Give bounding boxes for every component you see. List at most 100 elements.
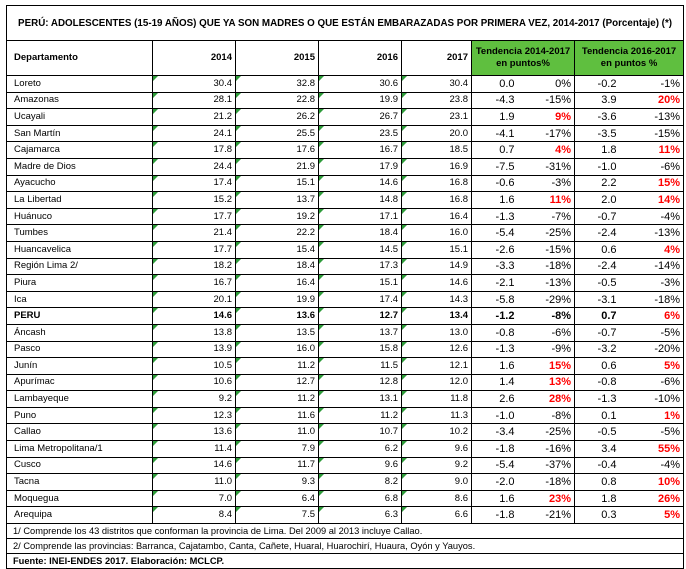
trend-2014-2017-percent-cell: -25% [517,423,575,442]
value-2017-cell: 13.0 [401,323,472,342]
value-2016-cell: 23.5 [318,124,402,143]
department-cell: Apurímac [6,373,153,392]
trend-2016-2017-points-cell: -2.4 [574,224,620,242]
trend-2014-2017-points-cell: -1.2 [471,307,518,325]
value-2014-cell: 17.4 [152,174,236,193]
value-2017-cell: 13.4 [401,307,472,325]
trend-2016-2017-points-cell: 0.8 [574,473,620,491]
trend-2016-2017-points-cell: -2.4 [574,257,620,276]
table-row: Madre de Dios 24.4 21.9 17.9 16.9 -7.5 -31% -1.… [6,157,685,176]
footnote-2: 2/ Comprende las provincias: Barranca, C… [5,538,685,555]
value-2014-cell: 13.8 [152,323,236,342]
title-row: PERÚ: ADOLESCENTES (15-19 AÑOS) QUE YA S… [5,5,685,41]
trend-2016-2017-percent-cell: -14% [619,257,685,276]
trend-2014-2017-points-cell: 1.6 [471,191,518,209]
value-2015-cell: 17.6 [235,141,319,159]
trend-2016-2017-points-cell: -0.5 [574,274,620,292]
value-2015-cell: 7.5 [235,506,319,525]
value-2015-cell: 18.4 [235,257,319,276]
department-cell: Áncash [6,323,153,342]
table-row: Ucayali 21.2 26.2 26.7 23.1 1.9 9% -3.6 -13% [6,108,685,126]
table-row: Puno 12.3 11.6 11.2 11.3 -1.0 -8% 0.1 1% [6,406,685,425]
value-2016-cell: 18.4 [318,224,402,242]
trend-2014-2017-points-cell: -2.6 [471,240,518,259]
value-2016-cell: 14.5 [318,240,402,259]
trend-2016-2017-percent-cell: 1% [619,406,685,425]
value-2014-cell: 16.7 [152,274,236,292]
trend-2016-2017-points-cell: 1.8 [574,141,620,159]
value-2015-cell: 25.5 [235,124,319,143]
value-2017-cell: 12.1 [401,357,472,375]
trend-2014-2017-points-cell: 1.6 [471,489,518,508]
value-2017-cell: 11.8 [401,390,472,408]
trend-2016-2017-percent-cell: -18% [619,290,685,309]
value-2016-cell: 17.4 [318,290,402,309]
trend-2014-2017-percent-cell: -37% [517,456,575,475]
table-row: Junín 10.5 11.2 11.5 12.1 1.6 15% 0.6 5% [6,357,685,375]
value-2016-cell: 17.3 [318,257,402,276]
value-2017-cell: 14.6 [401,274,472,292]
value-2016-cell: 14.8 [318,191,402,209]
table-row: Moquegua 7.0 6.4 6.8 8.6 1.6 23% 1.8 26% [6,489,685,508]
table-row: Apurímac 10.6 12.7 12.8 12.0 1.4 13% -0.8 -6% [6,373,685,392]
table-row: Loreto 30.4 32.8 30.6 30.4 0.0 0% -0.2 -1% [6,75,685,93]
value-2014-cell: 11.0 [152,473,236,491]
value-2015-cell: 9.3 [235,473,319,491]
value-2014-cell: 10.6 [152,373,236,392]
trend-2016-2017-percent-cell: 4% [619,240,685,259]
value-2016-cell: 17.1 [318,207,402,226]
value-2016-cell: 15.8 [318,340,402,359]
table-row: PERU 14.6 13.6 12.7 13.4 -1.2 -8% 0.7 6% [6,307,685,325]
value-2017-cell: 16.8 [401,174,472,193]
value-2015-cell: 19.9 [235,290,319,309]
trend-2014-2017-percent-cell: -9% [517,340,575,359]
header-trend-2016-2017: Tendencia 2016-2017 en puntos % [573,40,685,76]
value-2016-cell: 11.5 [318,357,402,375]
document: PERÚ: ADOLESCENTES (15-19 AÑOS) QUE YA S… [5,5,685,569]
trend-2016-2017-points-cell: 2.0 [574,191,620,209]
trend-2016-2017-points-cell: -1.3 [574,390,620,408]
value-2017-cell: 9.6 [401,440,472,458]
value-2016-cell: 17.9 [318,157,402,176]
table-body: Loreto 30.4 32.8 30.6 30.4 0.0 0% -0.2 -1% Amazon… [6,75,685,525]
trend-2016-2017-percent-cell: 10% [619,473,685,491]
value-2017-cell: 15.1 [401,240,472,259]
value-2014-cell: 24.1 [152,124,236,143]
trend-2014-2017-points-cell: 1.6 [471,357,518,375]
department-cell: Lima Metropolitana/1 [6,440,153,458]
value-2014-cell: 18.2 [152,257,236,276]
trend-2014-2017-points-cell: -7.5 [471,157,518,176]
header-trend-2014-2017: Tendencia 2014-2017 en puntos% [471,40,575,76]
value-2015-cell: 13.7 [235,191,319,209]
trend-2014-2017-points-cell: 1.4 [471,373,518,392]
value-2014-cell: 30.4 [152,75,236,93]
department-cell: Amazonas [6,91,153,110]
value-2015-cell: 22.2 [235,224,319,242]
value-2015-cell: 11.6 [235,406,319,425]
trend-2016-2017-percent-cell: -6% [619,157,685,176]
trend-2016-2017-points-cell: -3.6 [574,108,620,126]
note-row: 2/ Comprende las provincias: Barranca, C… [5,538,685,555]
value-2014-cell: 7.0 [152,489,236,508]
value-2015-cell: 13.5 [235,323,319,342]
table-row: Arequipa 8.4 7.5 6.3 6.6 -1.8 -21% 0.3 5% [6,506,685,525]
value-2015-cell: 15.1 [235,174,319,193]
trend-2016-2017-percent-cell: -6% [619,373,685,392]
value-2017-cell: 16.4 [401,207,472,226]
source-row: Fuente: INEI-ENDES 2017. Elaboración: MC… [5,553,685,569]
trend-2014-2017-percent-cell: -17% [517,124,575,143]
table-title: PERÚ: ADOLESCENTES (15-19 AÑOS) QUE YA S… [5,5,685,41]
trend-2014-2017-points-cell: -0.6 [471,174,518,193]
value-2017-cell: 9.0 [401,473,472,491]
trend-2014-2017-points-cell: -1.0 [471,406,518,425]
value-2014-cell: 21.2 [152,108,236,126]
trend-2014-2017-percent-cell: -16% [517,440,575,458]
trend-2014-2017-points-cell: -5.8 [471,290,518,309]
value-2017-cell: 16.0 [401,224,472,242]
value-2017-cell: 6.6 [401,506,472,525]
value-2014-cell: 28.1 [152,91,236,110]
trend-2014-2017-points-cell: -1.8 [471,440,518,458]
trend-2016-2017-points-cell: -0.2 [574,75,620,93]
value-2015-cell: 22.8 [235,91,319,110]
trend-2014-2017-points-cell: -5.4 [471,224,518,242]
